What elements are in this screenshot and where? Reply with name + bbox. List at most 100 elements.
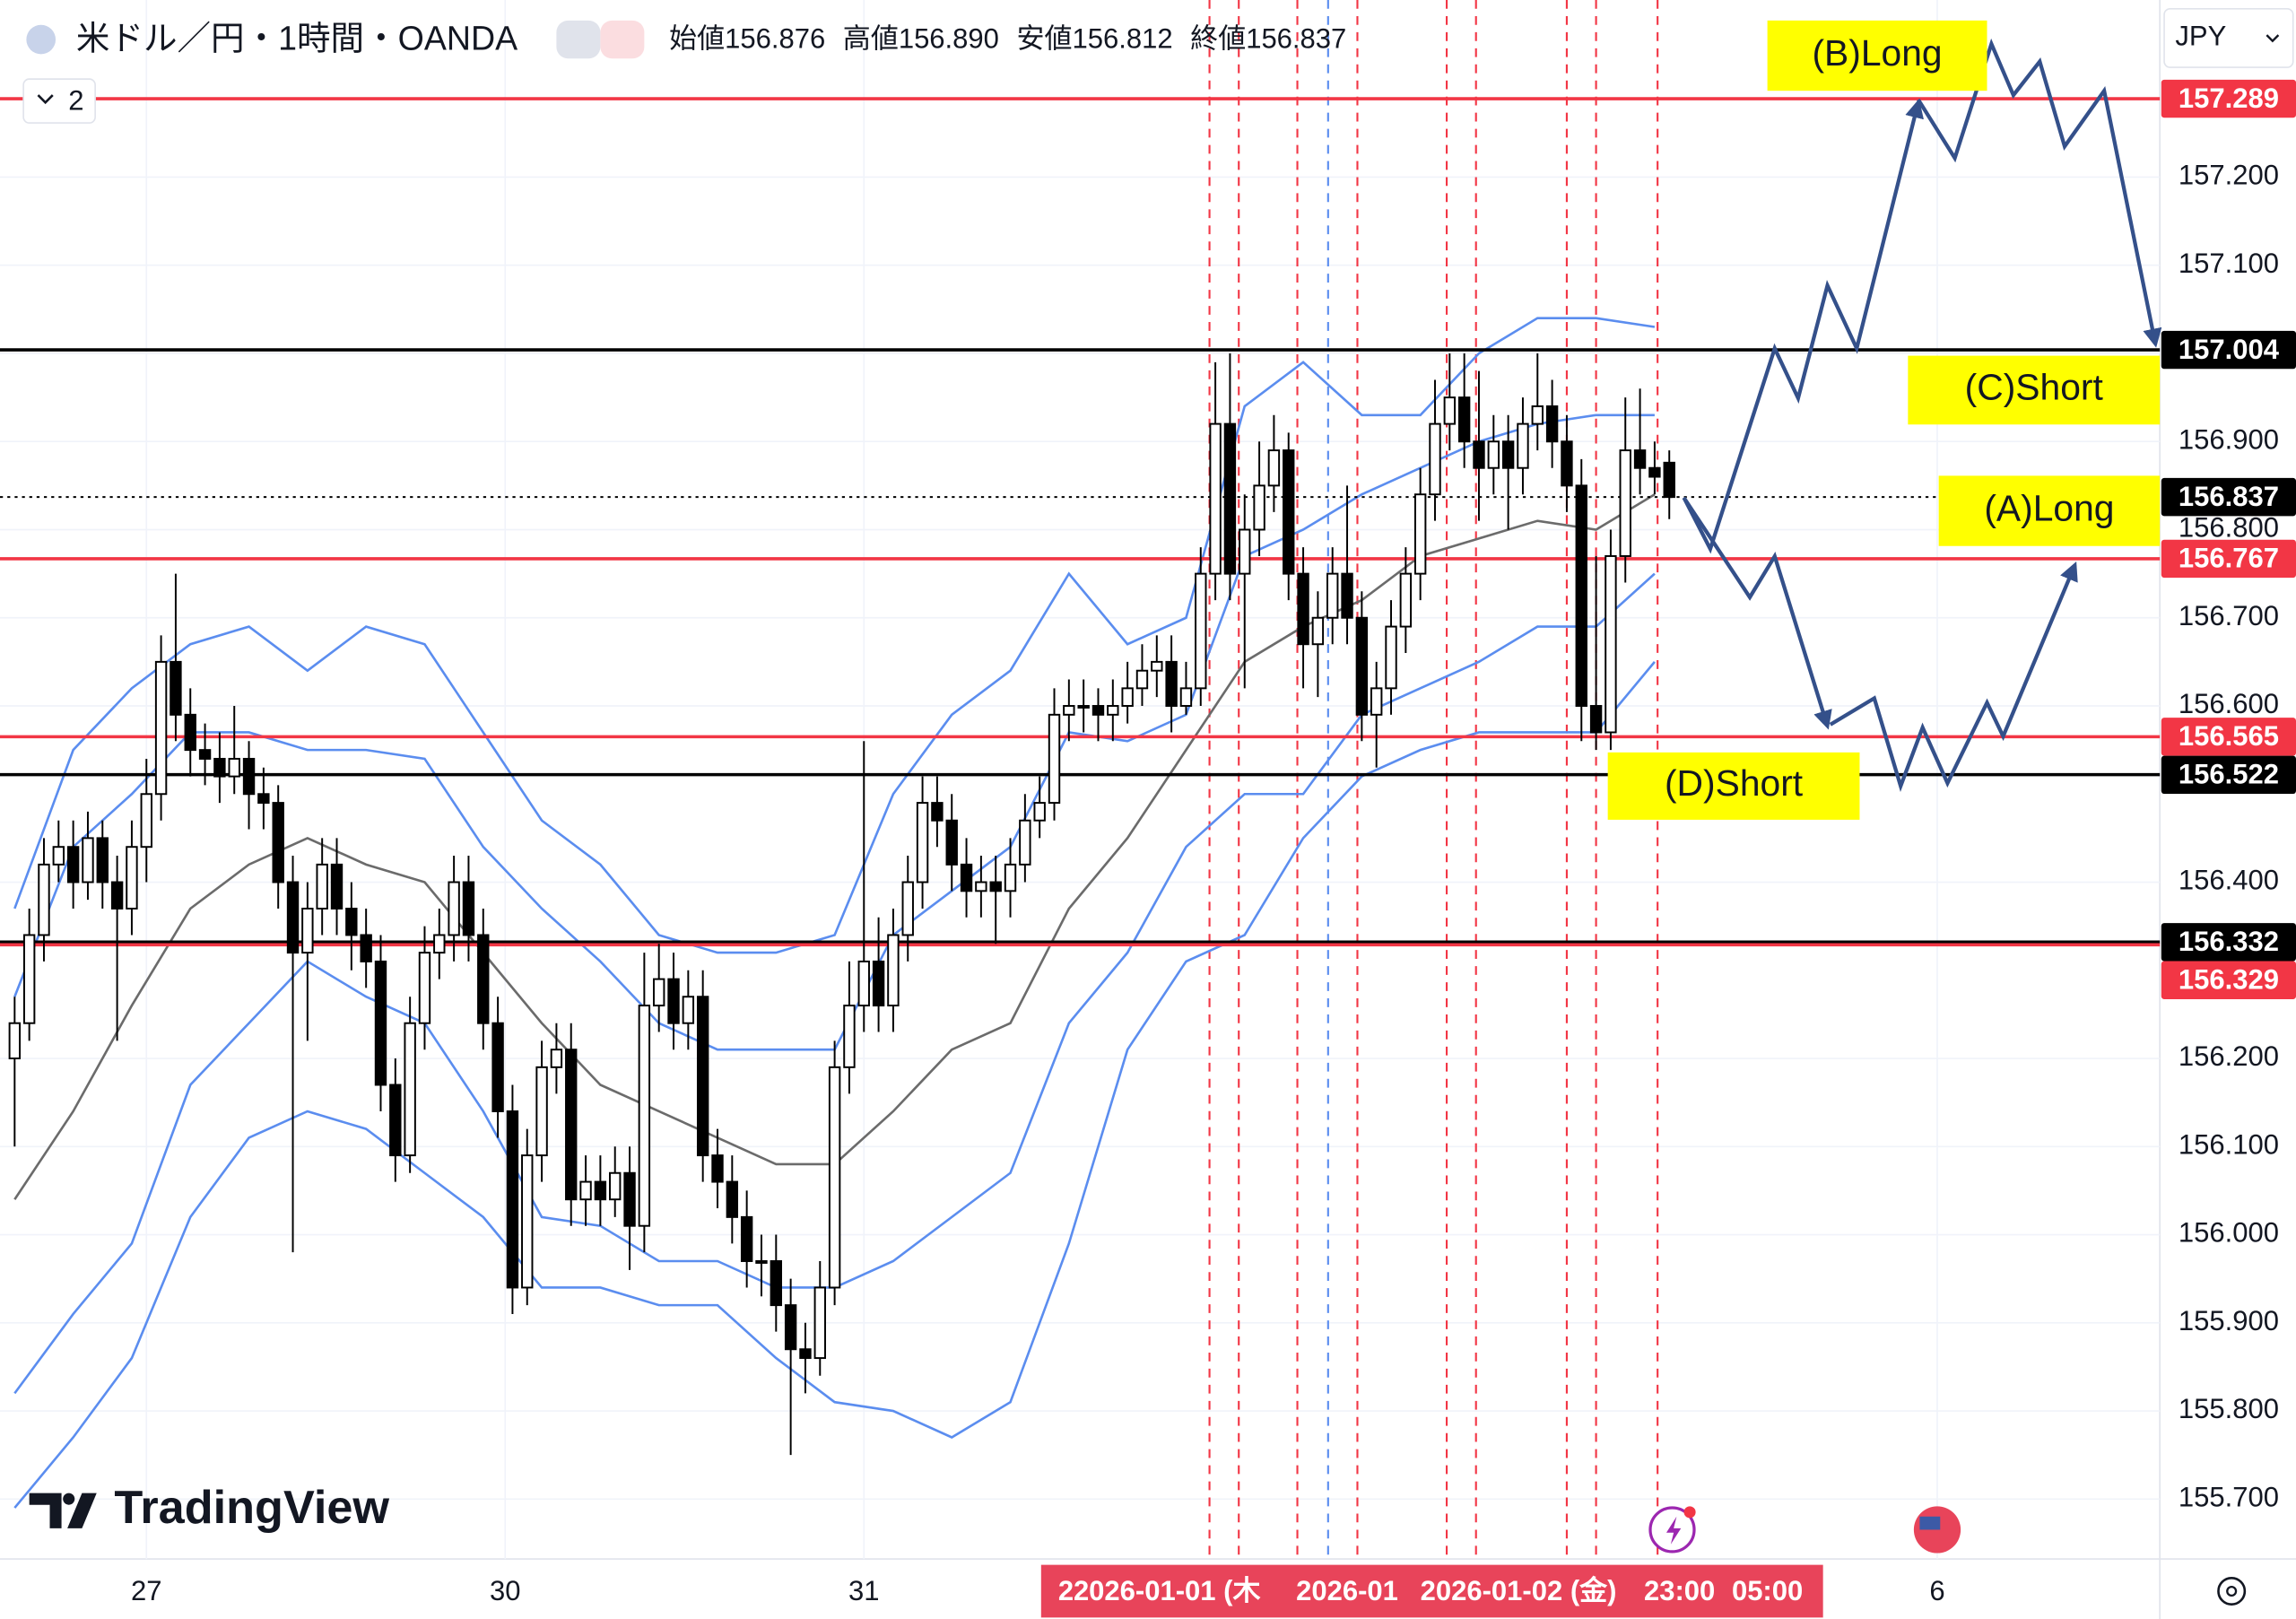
candle-body [696, 996, 709, 1157]
x-tick-label: 30 [490, 1575, 520, 1606]
candle-body [1121, 687, 1134, 707]
price-badge [2161, 79, 2296, 118]
currency-button[interactable] [2163, 7, 2294, 68]
candle-body [1297, 572, 1309, 646]
price-badge-label: 157.004 [2179, 334, 2280, 365]
annotation-text: (B)Long [1812, 32, 1942, 74]
candle-body [140, 793, 152, 849]
y-tick-label: 156.700 [2179, 600, 2279, 631]
event-dot [1683, 1506, 1696, 1519]
price-lines [0, 97, 2161, 947]
candle-body [1267, 449, 1281, 487]
candle-body [404, 1022, 416, 1157]
logo-dot [63, 1493, 75, 1505]
candle-body [682, 996, 695, 1024]
candle-body [1091, 705, 1105, 716]
candle-body [126, 846, 138, 910]
pill[interactable] [556, 20, 601, 59]
settings-icon-hub [2226, 1585, 2238, 1597]
arrow [1829, 561, 2078, 793]
ohlc: 始値156.876 高値156.890 安値156.812 終値156.837 [669, 23, 1346, 55]
candle-body [1619, 449, 1631, 557]
annotation-text: (D)Short [1665, 762, 1804, 804]
candle-body [301, 908, 314, 954]
pill[interactable] [600, 20, 645, 59]
ohlc-label: 終値 [1190, 23, 1246, 55]
candle-body [477, 934, 490, 1024]
ohlc-label: 始値 [669, 23, 725, 55]
candle-body [389, 1084, 402, 1157]
candle-body [1370, 687, 1383, 716]
candle-body [257, 793, 270, 805]
candle-body [1063, 705, 1075, 716]
candle-body [1648, 466, 1661, 478]
ohlc-label: 高値 [843, 23, 899, 55]
candle-body [1135, 669, 1149, 690]
candle-body [1457, 396, 1471, 443]
candle-body [66, 846, 80, 883]
candle-body [1107, 705, 1119, 716]
logo: TradingView [114, 1482, 389, 1534]
candle-body [945, 819, 958, 866]
annotation-text: (C)Short [1965, 367, 2104, 408]
annotation-text: (A)Long [1984, 487, 2114, 528]
logo-mark [29, 1493, 97, 1528]
price-badge-label: 157.289 [2179, 83, 2279, 114]
candle-body [1033, 802, 1046, 822]
date-label: 05:00 [1732, 1575, 1803, 1606]
date-label: 2026-01-01 (木 [1074, 1575, 1261, 1606]
price-badge-label: 156.522 [2179, 759, 2279, 790]
candle-body [198, 749, 212, 760]
y-tick-label: 156.400 [2179, 865, 2279, 896]
candle-body [433, 934, 446, 954]
candle-body [1355, 616, 1369, 716]
candle-body [1385, 625, 1397, 690]
candle-body [550, 1049, 563, 1068]
candle-body [667, 978, 680, 1024]
price-badge [2161, 923, 2296, 962]
price-badge [2161, 330, 2296, 370]
x-tick-label: 27 [131, 1575, 161, 1606]
price-badge [2161, 755, 2296, 795]
candle-body [418, 952, 431, 1024]
candle-body [1517, 422, 1529, 469]
candle-body [1209, 422, 1222, 575]
candle-body [316, 863, 328, 910]
candle-body [272, 802, 284, 883]
settings-icon[interactable] [2217, 1576, 2247, 1606]
candle-body [1429, 422, 1441, 496]
arrow [1916, 38, 2162, 348]
candle-body [1326, 572, 1339, 619]
candle-body [184, 713, 196, 752]
candle-body [784, 1304, 797, 1351]
candle-body [110, 881, 124, 910]
candle-body [448, 881, 460, 936]
grid [0, 0, 2161, 1560]
candle-body [594, 1180, 607, 1201]
candle-body [1633, 449, 1647, 469]
collapse-button[interactable] [22, 78, 96, 124]
time-range-highlight [1040, 1564, 1823, 1618]
candle-body [975, 881, 987, 892]
candle-body [1253, 484, 1265, 531]
candle-body [770, 1260, 782, 1307]
candle-body [813, 1286, 826, 1360]
annotation-box [1908, 355, 2161, 425]
candle-body [726, 1180, 739, 1218]
date-label: 23:00 [1644, 1575, 1715, 1606]
ohlc-value: 156.812 [1073, 23, 1173, 55]
y-tick-label: 156.800 [2179, 512, 2279, 544]
candle-body [579, 1180, 592, 1201]
y-tick-label: 156.600 [2179, 688, 2279, 719]
y-tick-label: 155.800 [2179, 1393, 2279, 1424]
candle-body [1561, 440, 1573, 487]
candle-body [506, 1110, 519, 1289]
candle-body [286, 881, 300, 954]
candle-body [1151, 660, 1163, 672]
candle-body [609, 1171, 622, 1201]
symbol-flag [26, 24, 57, 55]
y-tick-label: 156.900 [2179, 423, 2279, 455]
ohlc-value: 156.890 [899, 23, 999, 55]
candle-body [1605, 554, 1617, 734]
scenario-arrows [1682, 38, 2162, 793]
